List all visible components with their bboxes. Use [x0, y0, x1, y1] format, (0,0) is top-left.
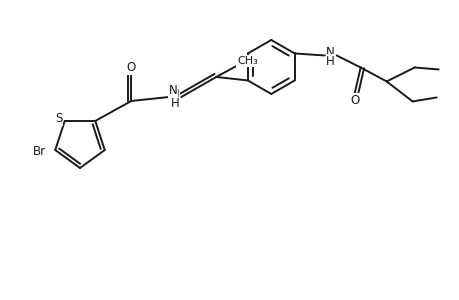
Text: N: N — [171, 88, 179, 101]
Text: N: N — [325, 46, 334, 59]
Text: H: H — [171, 98, 179, 110]
Text: Br: Br — [33, 145, 46, 158]
Text: S: S — [55, 112, 62, 125]
Text: CH₃: CH₃ — [236, 56, 257, 66]
Text: O: O — [349, 94, 358, 107]
Text: N: N — [168, 85, 177, 98]
Text: O: O — [126, 61, 135, 74]
Text: H: H — [325, 55, 334, 68]
